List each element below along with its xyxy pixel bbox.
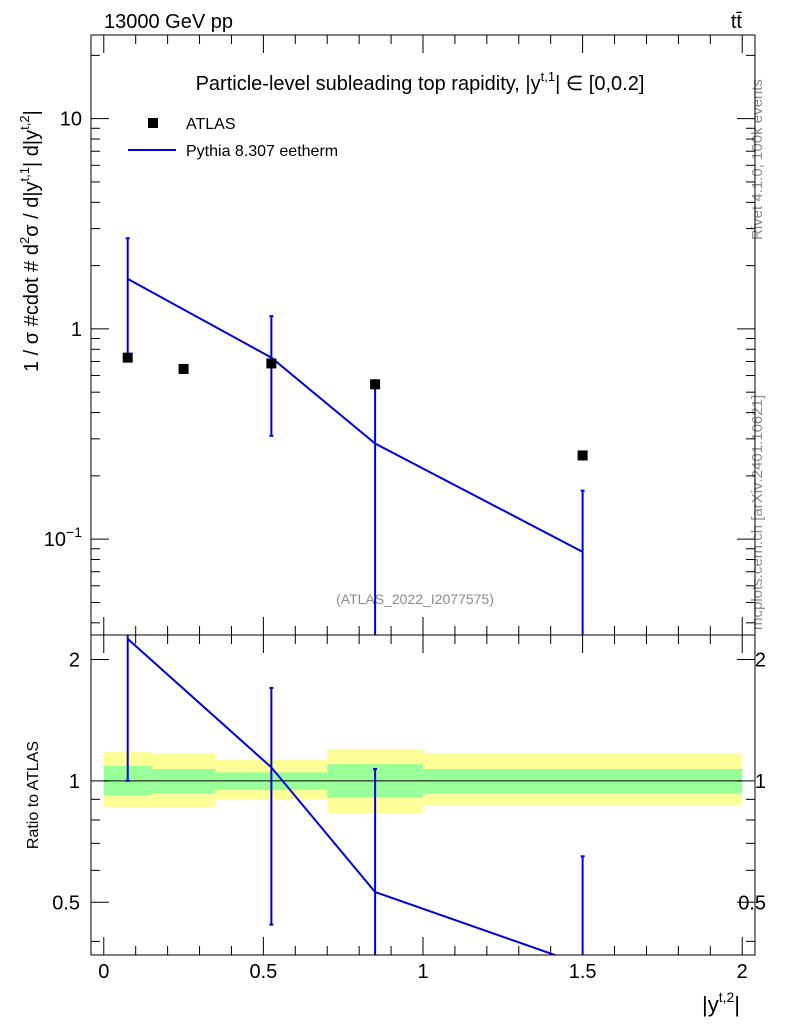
ratio-uncertainty-bands [103, 748, 743, 814]
main-y-tick-label: 10 [60, 109, 82, 131]
main-axis-ticks [91, 35, 755, 635]
main-panel: Particle-level subleading top rapidity, … [17, 34, 756, 636]
mcplots-label: mcplots.cern.ch [arXiv:2401.10621] [749, 395, 766, 630]
atlas-data-point [577, 450, 588, 461]
atlas-data-point [370, 379, 381, 390]
process-label: tt̄ [731, 11, 743, 33]
atlas-data-point [266, 358, 277, 369]
ratio-panel: 0.5 0.5 1 1 2 2 0 0.5 1 1.5 2 Ratio to ATLAS |yt,2… [25, 634, 766, 1017]
x-tick-label: 2 [737, 961, 748, 983]
atlas-data-point [122, 352, 133, 363]
ratio-y-tick-label-left: 1 [69, 771, 80, 793]
ratio-y-tick-label-right: 1 [755, 771, 766, 793]
x-tick-label: 1.5 [569, 961, 597, 983]
atlas-data-point [178, 363, 189, 374]
ratio-axis-ticks [91, 635, 755, 955]
ratio-data-layer [125, 635, 585, 955]
x-axis-title: |yt,2| [702, 989, 740, 1017]
x-tick-label: 0 [98, 961, 109, 983]
ratio-frame [90, 634, 756, 956]
ratio-y-tick-label-right: 2 [755, 649, 766, 671]
main-y-tick-label: 10−1 [44, 524, 82, 551]
legend-pythia-label: Pythia 8.307 eetherm [186, 143, 338, 160]
ratio-tick-labels: 0.5 0.5 1 1 2 2 0 0.5 1 1.5 2 [52, 649, 766, 983]
x-tick-label: 1 [417, 961, 428, 983]
x-tick-label: 0.5 [249, 961, 277, 983]
main-y-axis-title: 1 / σ #cdot # d2σ / d|yt,1| d|yt,2| [17, 110, 43, 372]
ratio-y-tick-label-left: 0.5 [52, 892, 80, 914]
watermark: (ATLAS_2022_I2077575) [336, 591, 494, 607]
main-y-tick-labels: 10 1 10−1 [44, 109, 82, 551]
main-title: Particle-level subleading top rapidity, … [196, 69, 645, 95]
legend-atlas-label: ATLAS [186, 116, 236, 133]
ratio-y-tick-label-left: 2 [69, 649, 80, 671]
ratio-y-axis-title: Ratio to ATLAS [25, 741, 42, 849]
main-y-tick-label: 1 [71, 319, 82, 341]
main-data-layer [122, 237, 588, 635]
ratio-y-tick-label-right: 0.5 [738, 892, 766, 914]
energy-label: 13000 GeV pp [104, 11, 233, 33]
legend-atlas-marker [148, 118, 158, 128]
rivet-label: Rivet 4.1.0, 100k events [749, 79, 766, 240]
pythia-ratio-curve [127, 638, 558, 955]
pythia-curve [127, 277, 584, 553]
